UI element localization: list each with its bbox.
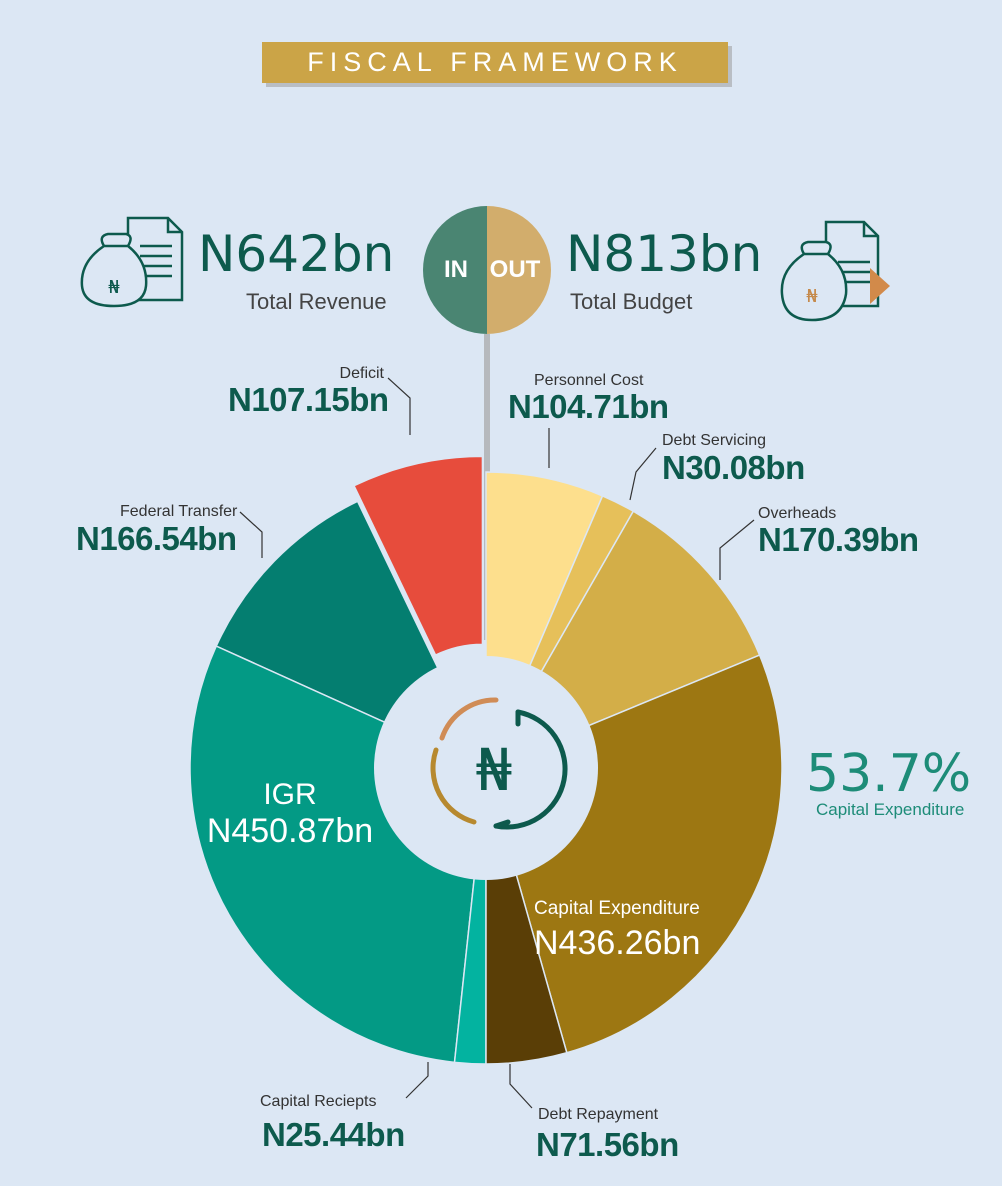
deficit-value: N107.15bn (228, 381, 389, 418)
page-title: FISCAL FRAMEWORK (262, 42, 728, 83)
total-revenue-value: N642bn (198, 225, 395, 283)
total-budget-value: N813bn (566, 225, 763, 283)
total-revenue-label: Total Revenue (246, 289, 387, 314)
igr-name: IGR (263, 778, 317, 811)
slice-igr (189, 645, 476, 1064)
money-bag-arrow-icon: ₦ (780, 220, 890, 322)
slice-deficit (353, 455, 484, 657)
capital-reciepts-value: N25.44bn (262, 1116, 405, 1153)
leader-deficit (387, 377, 411, 435)
leader-capital-reciepts (405, 1062, 429, 1099)
in-label: IN (444, 256, 468, 283)
slice-federal-transfer (215, 500, 441, 725)
slice-personnel-cost (485, 471, 604, 670)
capex-value: N436.26bn (534, 924, 701, 962)
slice-debt-servicing (527, 494, 635, 676)
igr-value: N450.87bn (206, 812, 374, 850)
personnel-cost-name: Personnel Cost (534, 372, 644, 389)
leader-overheads (719, 519, 755, 580)
overheads-name: Overheads (758, 505, 837, 522)
debt-repayment-name: Debt Repayment (538, 1106, 659, 1123)
title-banner: FISCAL FRAMEWORK (262, 42, 732, 87)
debt-servicing-name: Debt Servicing (662, 432, 767, 449)
naira-cycle-icon: ₦ (430, 697, 568, 830)
svg-text:₦: ₦ (476, 736, 513, 804)
deficit-name: Deficit (339, 365, 384, 382)
slice-capital-reciepts (453, 874, 487, 1065)
overheads-value: N170.39bn (758, 521, 919, 558)
capital-reciepts-name: Capital Reciepts (260, 1093, 377, 1110)
federal-transfer-value: N166.54bn (76, 520, 237, 557)
federal-transfer-name: Federal Transfer (120, 503, 238, 520)
money-bag-document-icon: ₦ (80, 216, 184, 308)
out-label: OUT (489, 256, 541, 283)
debt-repayment-value: N71.56bn (536, 1126, 679, 1163)
svg-text:₦: ₦ (806, 286, 818, 307)
svg-text:₦: ₦ (108, 277, 120, 298)
slice-capital-expenditure (514, 654, 783, 1054)
debt-servicing-value: N30.08bn (662, 449, 805, 486)
capex-share-value: 53.7% (806, 744, 972, 804)
leader-federal-transfer (239, 511, 263, 558)
total-budget-label: Total Budget (570, 289, 693, 314)
deficit-label: Deficit (228, 365, 384, 383)
divider-stem (484, 334, 490, 640)
personnel-cost-value: N104.71bn (508, 388, 669, 425)
slice-overheads (538, 510, 761, 728)
leader-debt-repayment (509, 1064, 533, 1109)
leader-debt-servicing (629, 447, 657, 501)
capex-share-label: Capital Expenditure (816, 800, 965, 819)
donut-hole (374, 656, 598, 880)
capex-name: Capital Expenditure (534, 898, 700, 919)
